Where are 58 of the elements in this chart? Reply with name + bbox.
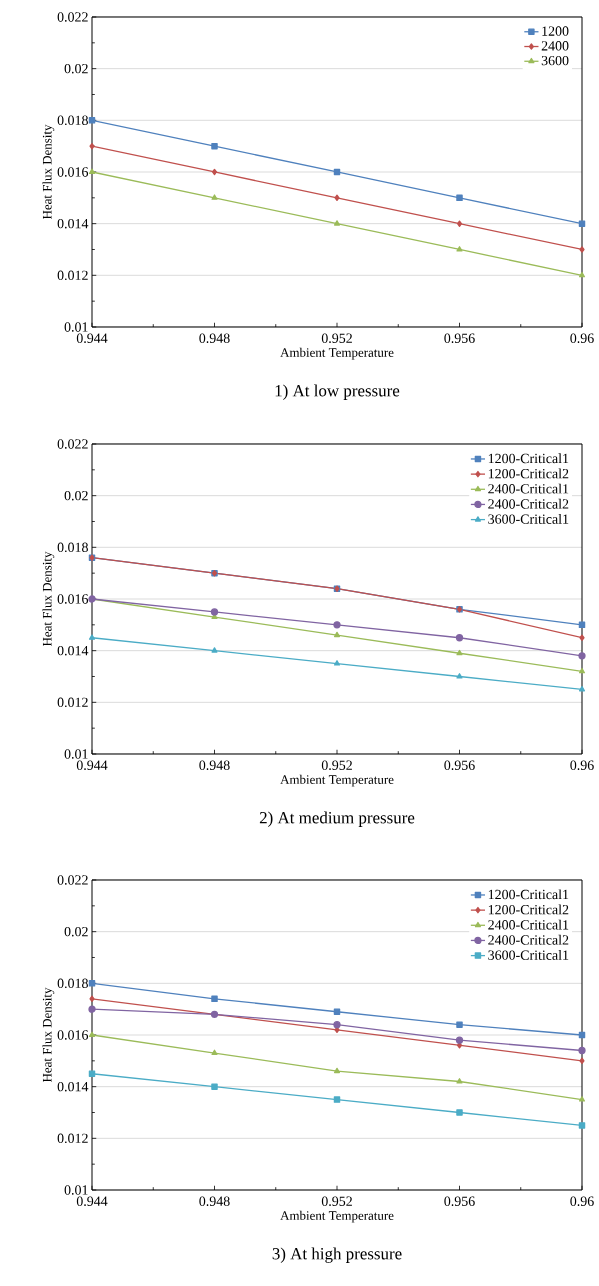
y-tick-label: 0.01	[64, 322, 88, 332]
y-axis-title: Heat Flux Density	[42, 124, 55, 220]
legend-label: 2400-Critical1	[488, 919, 569, 930]
y-tick-label: 0.022	[57, 439, 88, 449]
y-tick-label: 0.02	[64, 490, 88, 501]
legend-label: 1200-Critical1	[488, 453, 569, 464]
x-tick-label: 0.956	[444, 1196, 475, 1206]
y-tick-label: 0.016	[57, 167, 89, 177]
x-tick-label: 0.952	[321, 760, 352, 770]
y-axis-title: Heat Flux Density	[42, 551, 55, 647]
legend-label: 2400-Critical1	[488, 483, 569, 494]
legend-label: 1200-Critical1	[488, 889, 569, 900]
legend-label: 2400-Critical2	[488, 498, 569, 509]
y-tick-label: 0.012	[57, 270, 88, 281]
text: 3) At high pressure	[272, 1247, 402, 1263]
text: 2) At medium pressure	[259, 811, 415, 827]
legend-label: 2400-Critical2	[488, 934, 569, 945]
y-tick-label: 0.018	[57, 542, 88, 553]
y-tick-label: 0.014	[57, 218, 89, 229]
y-tick-label: 0.016	[57, 594, 89, 604]
y-tick-label: 0.012	[57, 697, 88, 708]
x-tick-label: 0.944	[76, 760, 108, 770]
x-tick-label: 0.952	[321, 1196, 352, 1206]
y-tick-label: 0.02	[64, 926, 88, 937]
legend-label: 3600-Critical1	[488, 514, 569, 524]
x-tick-label: 0.96	[570, 760, 594, 770]
y-tick-label: 0.014	[57, 645, 89, 656]
x-tick-label: 0.948	[199, 760, 230, 770]
x-axis-title: Ambient Temperature	[280, 774, 394, 787]
y-tick-label: 0.022	[57, 875, 88, 885]
y-axis-title: Heat Flux Density	[42, 987, 55, 1083]
x-tick-label: 0.96	[570, 333, 594, 343]
y-tick-label: 0.01	[64, 1185, 88, 1195]
y-tick-label: 0.018	[57, 978, 88, 989]
legend-label: 3600-Critical1	[488, 950, 569, 960]
y-tick-label: 0.016	[57, 1030, 89, 1040]
y-tick-label: 0.01	[64, 749, 88, 759]
y-tick-label: 0.012	[57, 1133, 88, 1144]
x-tick-label: 0.956	[444, 333, 475, 343]
legend-label: 1200	[542, 26, 569, 36]
legend-label: 1200-Critical2	[488, 468, 569, 479]
x-tick-label: 0.944	[76, 333, 108, 343]
y-tick-label: 0.02	[64, 63, 88, 74]
y-tick-label: 0.018	[57, 115, 88, 126]
x-tick-label: 0.956	[444, 760, 475, 770]
legend-label: 2400	[541, 41, 569, 51]
y-tick-label: 0.014	[57, 1081, 89, 1092]
text: 1) At low pressure	[275, 384, 400, 400]
x-axis-title: Ambient Temperature	[280, 1210, 394, 1223]
y-tick-label: 0.022	[57, 12, 88, 22]
legend-label: 3600	[541, 55, 569, 66]
x-tick-label: 0.948	[199, 1196, 230, 1206]
x-tick-label: 0.944	[76, 1196, 108, 1206]
legend-label: 1200-Critical2	[488, 904, 569, 915]
x-axis-title: Ambient Temperature	[280, 347, 394, 360]
x-tick-label: 0.96	[570, 1196, 594, 1206]
x-tick-label: 0.952	[321, 333, 352, 343]
x-tick-label: 0.948	[199, 333, 230, 343]
